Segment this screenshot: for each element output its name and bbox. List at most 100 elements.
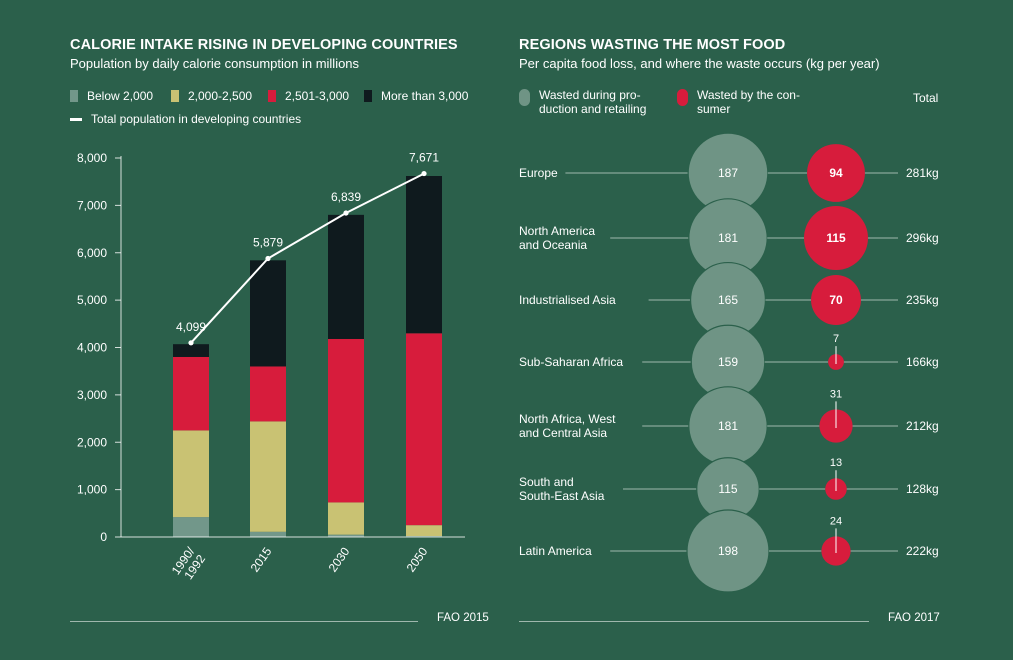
bar-segment <box>406 333 442 526</box>
region-label: and Oceania <box>519 238 587 252</box>
total-point <box>265 255 271 262</box>
right-chart-title: REGIONS WASTING THE MOST FOOD <box>519 37 786 53</box>
consumer-value: 7 <box>833 333 839 345</box>
legend-label-low: 2,000-2,500 <box>188 89 253 103</box>
region-total: 222kg <box>906 544 939 558</box>
x-tick-label-line: 2030 <box>326 544 353 574</box>
bar-segment <box>250 366 286 422</box>
bar-segment <box>406 176 442 334</box>
legend-2000-2500: 2,000-2,500 <box>171 89 252 103</box>
right-chart-subtitle: Per capita food loss, and where the wast… <box>519 56 880 71</box>
bar-segment <box>328 338 364 503</box>
total-label: 5,879 <box>253 235 283 249</box>
production-value: 165 <box>718 293 738 307</box>
bar-segment <box>250 421 286 532</box>
legend-production: Wasted during pro- duction and retailing <box>519 88 669 116</box>
y-tick-label: 8,000 <box>77 151 107 165</box>
x-tick-label: 2015 <box>248 544 275 574</box>
consumer-value: 24 <box>830 515 842 527</box>
consumer-value: 115 <box>826 231 846 245</box>
region-label: North Africa, West <box>519 412 616 426</box>
consumer-value: 31 <box>830 388 842 400</box>
region-total: 166kg <box>906 355 939 369</box>
production-value: 198 <box>718 544 738 558</box>
region-total: 235kg <box>906 293 939 307</box>
left-source-rule <box>70 621 418 622</box>
left-source: FAO 2015 <box>437 612 489 624</box>
region-total: 128kg <box>906 482 939 496</box>
legend-more-3000: More than 3,000 <box>364 89 468 103</box>
y-tick-label: 4,000 <box>77 341 107 355</box>
consumer-value: 70 <box>829 293 843 307</box>
legend-label-mid: 2,501-3,000 <box>285 89 350 103</box>
y-tick-label: 6,000 <box>77 246 107 260</box>
region-label: North America <box>519 224 595 238</box>
legend-consumer: Wasted by the con- sumer <box>677 88 817 116</box>
bar-segment <box>328 534 364 537</box>
total-label: 6,839 <box>331 190 361 204</box>
right-source: FAO 2017 <box>888 612 940 624</box>
region-label: and Central Asia <box>519 426 607 440</box>
bar-segment <box>173 517 209 537</box>
legend-total-line: Total population in developing countries <box>70 112 301 126</box>
legend-swatch-low <box>171 90 179 102</box>
consumer-bubble <box>811 275 861 325</box>
consumer-bubble <box>807 144 865 202</box>
consumer-value: 94 <box>829 166 843 180</box>
left-chart-subtitle: Population by daily calorie consumption … <box>70 56 360 71</box>
x-tick-label: 2030 <box>326 544 353 574</box>
right-source-rule <box>519 621 869 622</box>
calorie-bar-chart: 0 1,000 2,000 3,000 4,000 5,000 6,000 7,000 8,00… <box>77 151 465 582</box>
x-tick-label-line: 2015 <box>248 544 275 574</box>
y-tick-label: 2,000 <box>77 435 107 449</box>
production-value: 181 <box>718 231 738 245</box>
bar-segment <box>406 525 442 537</box>
total-label: 4,099 <box>176 320 206 334</box>
total-point <box>421 170 427 177</box>
left-chart-title: CALORIE INTAKE RISING IN DEVELOPING COUN… <box>70 37 458 53</box>
total-point <box>343 210 349 216</box>
y-tick-label: 0 <box>100 530 107 544</box>
legend-line-swatch <box>70 117 82 121</box>
region-label: Sub-Saharan Africa <box>519 355 623 369</box>
region-label: South-East Asia <box>519 489 605 503</box>
bar-segment <box>173 344 209 357</box>
legend-label-total: Total population in developing countries <box>91 112 302 126</box>
legend-label-high: More than 3,000 <box>381 89 469 103</box>
consumer-value: 13 <box>830 457 842 469</box>
legend-swatch-below <box>70 90 78 102</box>
legend-swatch-high <box>364 90 372 102</box>
legend-total-header: Total <box>913 91 939 105</box>
region-label: Industrialised Asia <box>519 293 616 307</box>
x-tick-label-line: 2050 <box>404 544 431 574</box>
legend-label-below: Below 2,000 <box>87 89 154 103</box>
legend-label-consumer: Wasted by the con- sumer <box>697 88 800 116</box>
bar-segment <box>250 531 286 537</box>
total-point <box>188 340 194 346</box>
bar-segment <box>173 356 209 431</box>
y-tick-label: 7,000 <box>77 198 107 212</box>
x-tick-label: 1990/1992 <box>169 544 209 582</box>
bar-segment <box>328 502 364 535</box>
production-value: 159 <box>718 355 738 369</box>
region-label: Europe <box>519 166 558 180</box>
legend-swatch-mid <box>268 90 276 102</box>
legend-dot-production <box>519 89 530 106</box>
production-value: 181 <box>718 419 738 433</box>
y-tick-label: 1,000 <box>77 483 107 497</box>
legend-below-2000: Below 2,000 <box>70 89 153 103</box>
region-total: 296kg <box>906 231 939 245</box>
total-label: 7,671 <box>409 151 439 165</box>
consumer-bubble <box>804 206 868 270</box>
bar-segment <box>250 260 286 367</box>
total-line <box>190 172 425 344</box>
production-value: 187 <box>718 166 738 180</box>
legend-2501-3000: 2,501-3,000 <box>268 89 349 103</box>
region-total: 212kg <box>906 419 939 433</box>
production-value: 115 <box>718 482 737 496</box>
region-total: 281kg <box>906 166 939 180</box>
region-label: Latin America <box>519 544 592 558</box>
bar-segment <box>328 214 364 339</box>
y-tick-label: 3,000 <box>77 388 107 402</box>
